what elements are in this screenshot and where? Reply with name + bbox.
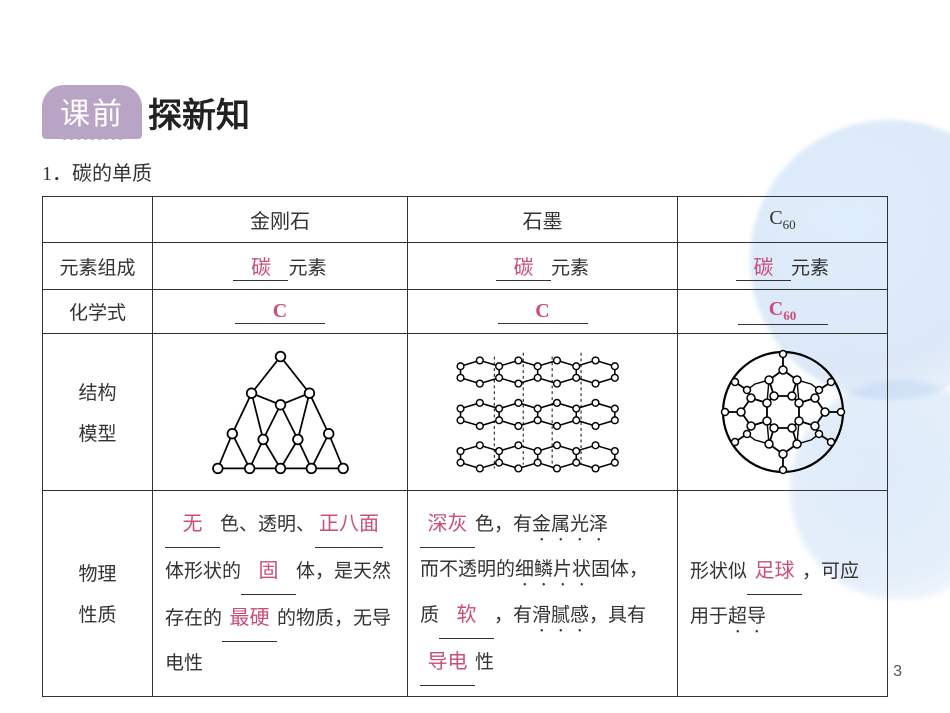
header-c60: C60: [678, 197, 888, 243]
formula-diamond: C: [153, 290, 408, 334]
graphite-structure-icon: [450, 345, 635, 480]
header-diamond: 金刚石: [153, 197, 408, 243]
struct-graphite: [408, 334, 678, 491]
row-properties: 物理性质: [43, 491, 153, 697]
subtitle: 1．碳的单质: [42, 157, 908, 186]
page-title: 探新知: [148, 88, 250, 137]
row-composition: 元素组成: [43, 243, 153, 290]
struct-diamond: [153, 334, 408, 491]
prop-graphite: 深灰色，有金属光泽 而不透明的细鳞片状固体，质软，有滑腻感，具有导电性: [408, 491, 678, 697]
comp-graphite: 碳元素: [408, 243, 678, 290]
badge-text: 课前: [42, 85, 142, 139]
formula-c60: C60: [678, 290, 888, 334]
diamond-structure-icon: [203, 345, 358, 480]
comp-c60: 碳元素: [678, 243, 888, 290]
carbon-table: 金刚石 石墨 C60 元素组成 碳元素 碳元素 碳元素 化学式 C C C60 …: [42, 196, 888, 697]
blank-header: [43, 197, 153, 243]
header-graphite: 石墨: [408, 197, 678, 243]
section-badge: 课前: [42, 85, 142, 139]
formula-graphite: C: [408, 290, 678, 334]
row-formula: 化学式: [43, 290, 153, 334]
comp-diamond: 碳元素: [153, 243, 408, 290]
prop-diamond: 无色、透明、正八面 体形状的固体，是天然存在的最硬的物质，无导电性: [153, 491, 408, 697]
prop-c60: 形状似足球，可应用于超导: [678, 491, 888, 697]
row-structure: 结构模型: [43, 334, 153, 491]
c60-structure-icon: [713, 342, 853, 482]
struct-c60: [678, 334, 888, 491]
